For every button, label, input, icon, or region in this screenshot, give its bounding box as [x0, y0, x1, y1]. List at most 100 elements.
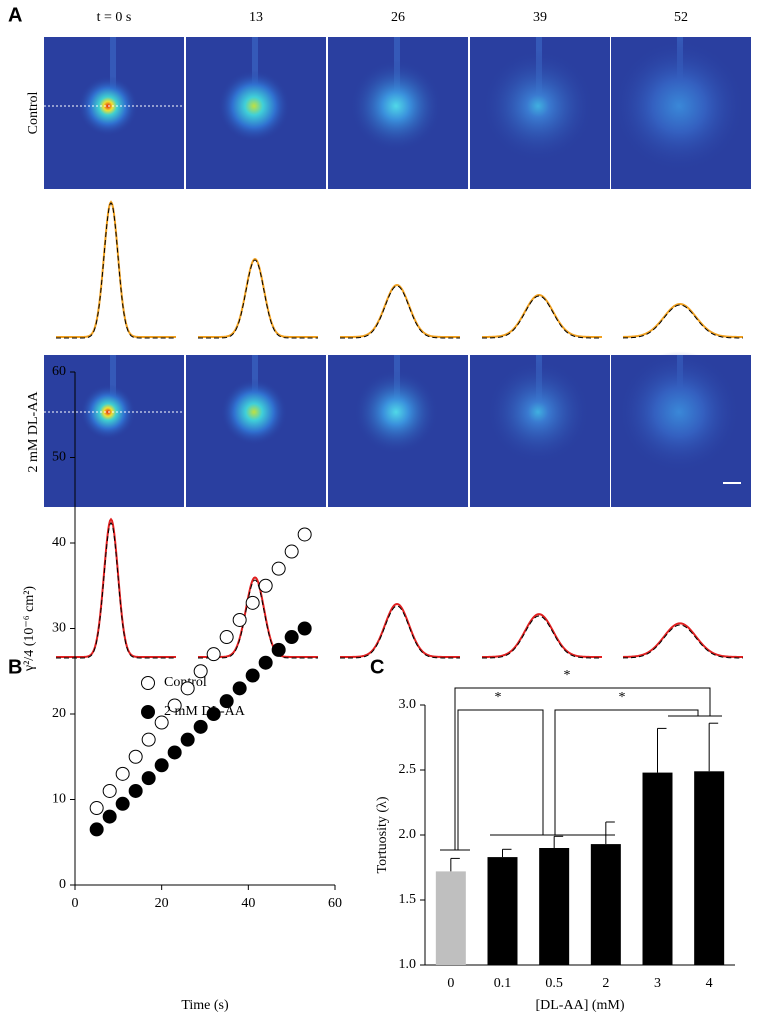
point: [245, 668, 260, 683]
profile-curve: [198, 257, 318, 338]
point: [232, 681, 247, 696]
x-tick-label: 3: [654, 976, 661, 991]
point: [193, 719, 208, 734]
point: [206, 647, 221, 662]
point: [102, 809, 117, 824]
y-tick-label: 20: [52, 706, 66, 721]
point: [141, 732, 156, 747]
bracket: [554, 709, 699, 835]
point: [219, 630, 234, 645]
bar: [539, 848, 570, 965]
significance-brackets: [440, 687, 722, 851]
x-tick-label: 40: [241, 896, 255, 911]
profile-curve: [198, 576, 318, 658]
diffusion-spot: [618, 351, 740, 473]
point: [297, 621, 312, 636]
point: [115, 766, 130, 781]
point: [245, 595, 260, 610]
row-label: Control: [26, 92, 41, 135]
x-axis-label: Time (s): [181, 998, 229, 1013]
y-tick-label: 60: [52, 364, 66, 379]
point: [258, 578, 273, 593]
x-tick-label: 60: [328, 896, 342, 911]
x-tick-label: 0: [447, 976, 454, 991]
bar: [590, 844, 621, 965]
y-tick-label: 30: [52, 621, 66, 636]
point: [89, 801, 104, 816]
time-label: 52: [674, 10, 688, 25]
diffusion-spot: [220, 378, 288, 446]
bar: [642, 772, 673, 965]
time-label: 39: [533, 10, 547, 25]
y-tick-label: 1.5: [399, 892, 417, 907]
diffusion-spot: [218, 70, 290, 142]
point: [284, 630, 299, 645]
y-tick-label: 2.5: [399, 762, 417, 777]
profile-curve: [56, 517, 176, 658]
bracket: [457, 709, 544, 850]
profile-fit: [198, 579, 318, 659]
profile-fit: [622, 624, 744, 659]
legend-label: 2 mM DL-AA: [164, 704, 246, 719]
profile-fit: [198, 259, 318, 339]
profile-fit: [340, 285, 460, 339]
x-tick-label: 0: [72, 896, 79, 911]
y-tick-label: 0: [59, 877, 66, 892]
point: [271, 561, 286, 576]
profile-curve: [481, 293, 602, 338]
point: [206, 707, 221, 721]
panel-label: C: [370, 656, 384, 678]
legend-marker: [141, 676, 155, 690]
point: [154, 715, 169, 730]
profile-fit: [481, 615, 602, 659]
y-axis-label: γ²/4 (10⁻⁶ cm²): [22, 586, 37, 673]
images: [44, 37, 751, 659]
y-tick-label: 40: [52, 535, 66, 550]
point: [284, 544, 299, 559]
pipette: [110, 37, 116, 97]
profile-curve: [481, 613, 602, 658]
point: [89, 822, 104, 837]
y-tick-label: 1.0: [399, 957, 417, 972]
row-label: 2 mM DL-AA: [26, 391, 41, 473]
y-axis-label: Tortuosity (λ): [375, 796, 390, 873]
x-tick-label: 4: [706, 976, 713, 991]
point: [154, 758, 169, 773]
bracket: [454, 687, 711, 850]
bar: [694, 771, 725, 965]
diffusion-spot: [486, 360, 590, 464]
profile-curve: [622, 302, 744, 338]
point: [115, 796, 130, 811]
profile-fit: [340, 605, 460, 659]
point: [297, 527, 312, 542]
profile-curve: [622, 622, 744, 658]
profile-fit: [56, 202, 176, 339]
x-axis-label: [DL-AA] (mM): [535, 998, 624, 1013]
profile-curve: [56, 200, 176, 338]
point: [193, 664, 208, 679]
point: [102, 783, 117, 798]
significance: *: [564, 668, 571, 683]
diffusion-spot: [613, 40, 745, 172]
panel-label: A: [8, 4, 22, 26]
diffusion-spot: [482, 50, 594, 162]
point: [141, 771, 156, 786]
diffusion-spot: [350, 60, 442, 152]
x-tick-label: 0.1: [494, 976, 512, 991]
diffusion-spot: [353, 369, 439, 455]
point: [128, 783, 143, 798]
bar: [435, 871, 466, 965]
y-tick-label: 3.0: [399, 697, 417, 712]
point: [167, 698, 182, 713]
point: [258, 655, 273, 670]
y-tick-label: 2.0: [399, 827, 417, 842]
point: [180, 732, 195, 747]
profile-fit: [56, 522, 176, 659]
profile-curve: [340, 283, 460, 338]
time-label: 13: [249, 10, 263, 25]
point: [232, 612, 247, 627]
point: [167, 745, 182, 760]
point: [128, 749, 143, 764]
